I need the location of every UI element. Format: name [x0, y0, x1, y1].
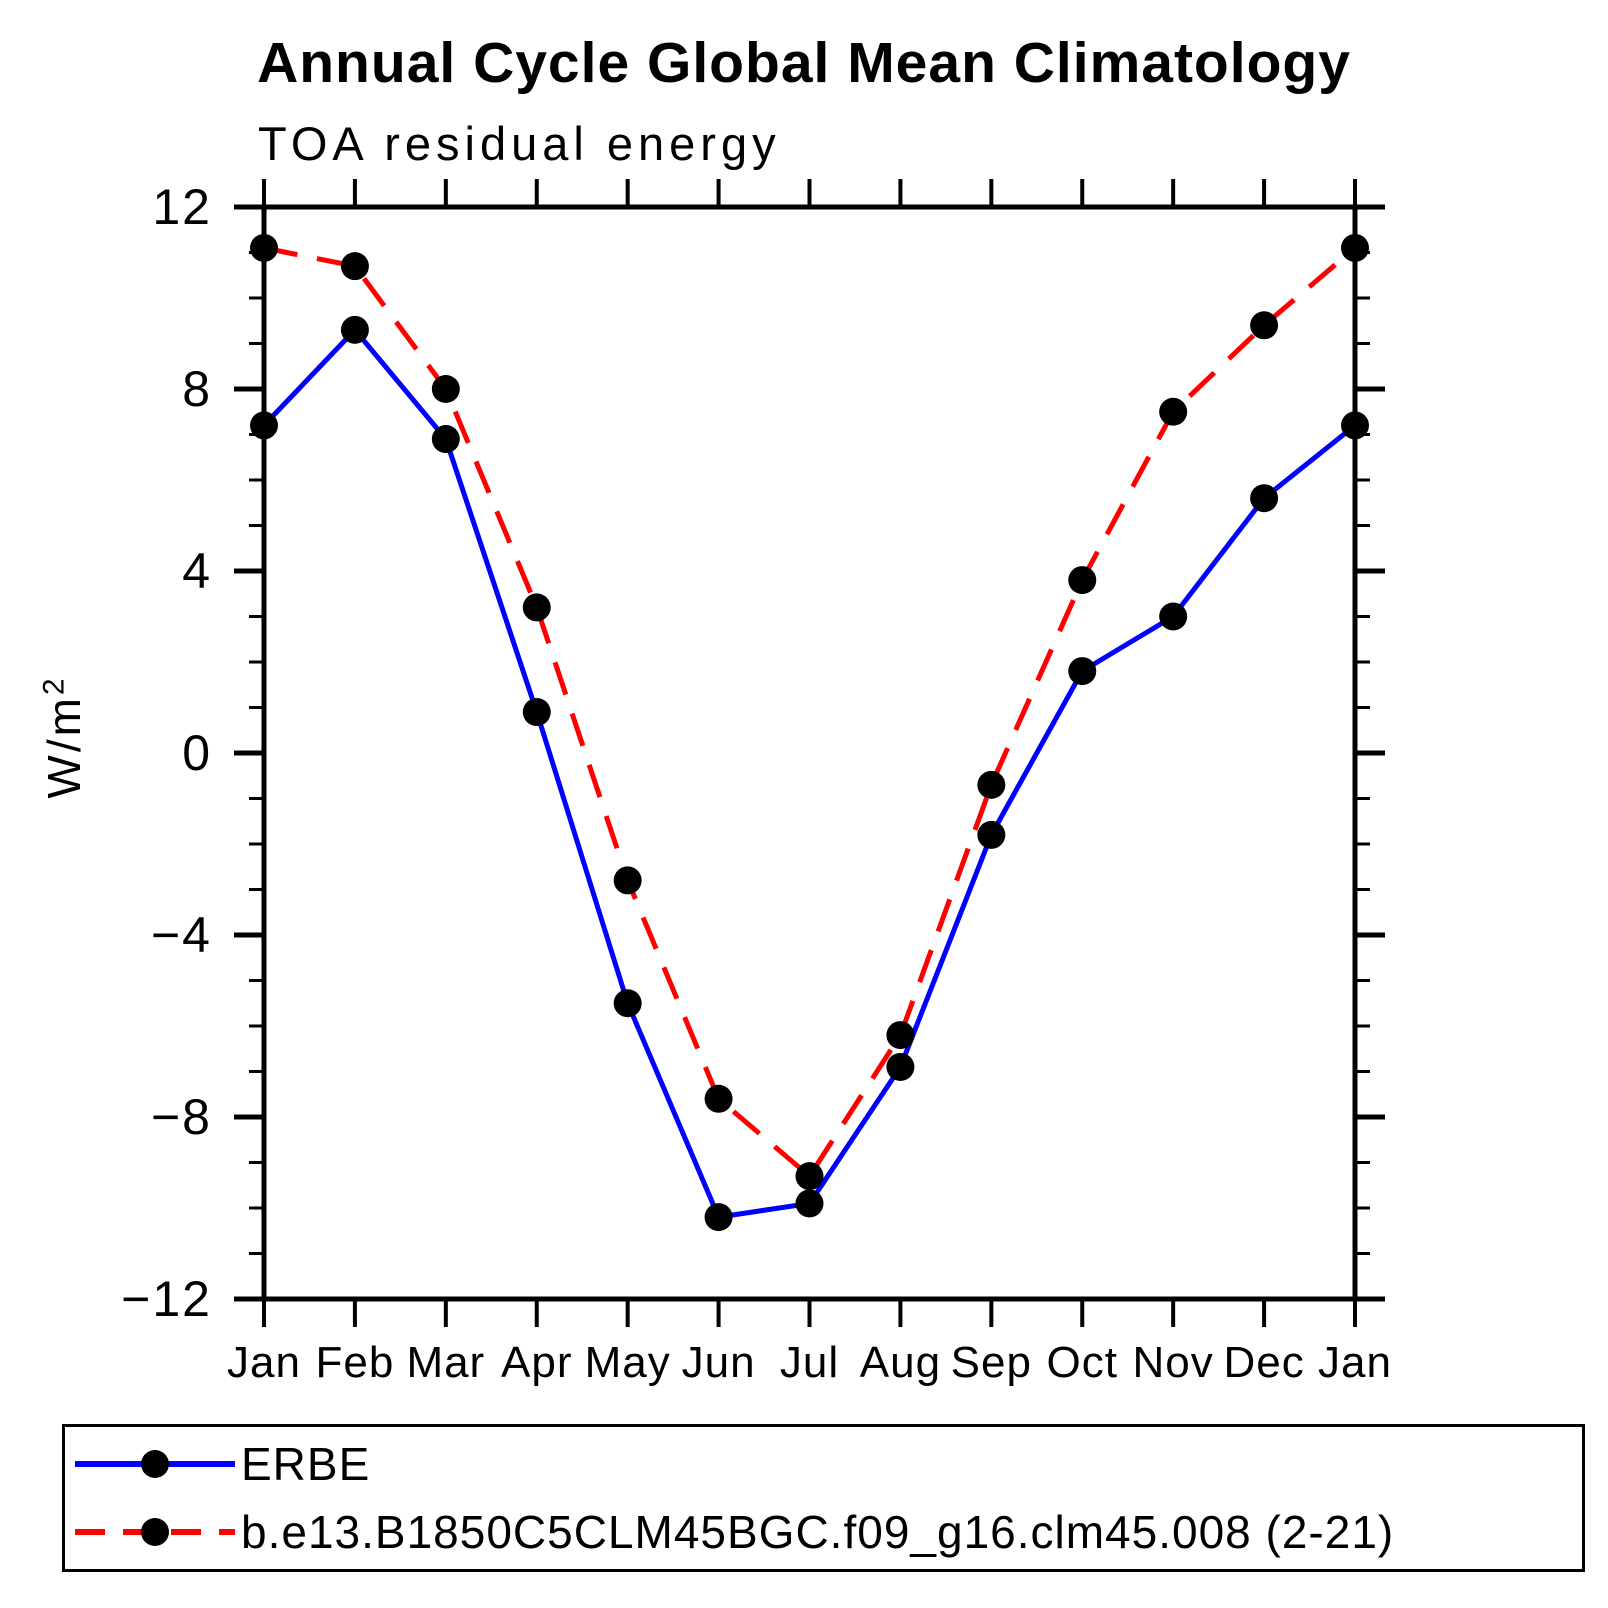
data-point: [886, 1052, 915, 1081]
model-marker-dot-icon: [141, 1517, 169, 1546]
data-point: [1341, 411, 1369, 440]
y-tick-label: 8: [182, 361, 212, 417]
data-point: [1068, 657, 1097, 686]
y-tick-label: 4: [182, 543, 212, 599]
x-tick-label: Apr: [501, 1338, 572, 1387]
series-line-model: [263, 245, 1357, 1179]
x-tick-label: Feb: [316, 1338, 395, 1387]
data-point: [1250, 484, 1279, 513]
legend-label-model: b.e13.B1850C5CLM45BGC.f09_g16.clm45.008 …: [241, 1505, 1395, 1558]
data-point: [704, 1084, 733, 1113]
data-point: [1159, 602, 1188, 631]
legend-row-model: b.e13.B1850C5CLM45BGC.f09_g16.clm45.008 …: [65, 1502, 1582, 1562]
legend-label-erbe: ERBE: [241, 1438, 371, 1491]
data-point: [977, 820, 1006, 849]
erbe-marker-dot-icon: [141, 1450, 169, 1479]
data-point: [340, 252, 369, 281]
data-point: [250, 233, 278, 262]
data-point: [795, 1189, 824, 1218]
data-point: [340, 315, 369, 344]
data-point: [431, 375, 460, 403]
data-point: [1068, 566, 1097, 595]
x-tick-label: Jun: [682, 1338, 756, 1387]
data-point: [704, 1203, 733, 1232]
x-tick-label: Aug: [860, 1338, 941, 1387]
x-tick-label: Sep: [951, 1338, 1032, 1387]
data-point: [431, 425, 460, 454]
data-point: [795, 1162, 824, 1191]
chart-title: Annual Cycle Global Mean Climatology: [257, 31, 1351, 95]
y-tick-label: −8: [151, 1089, 212, 1145]
x-tick-label: Jan: [227, 1338, 301, 1387]
x-tick-label: Jul: [780, 1338, 839, 1387]
data-point: [613, 866, 642, 895]
data-point: [522, 698, 551, 727]
erbe-line-sample: [75, 1450, 235, 1479]
series-line-erbe: [262, 327, 1357, 1220]
data-point: [1250, 311, 1279, 340]
x-tick-label: Dec: [1223, 1338, 1304, 1387]
y-tick-label: −4: [151, 907, 212, 963]
x-tick-label: Jan: [1318, 1338, 1392, 1387]
x-tick-label: Nov: [1133, 1338, 1214, 1387]
y-tick-label: 12: [152, 179, 212, 235]
data-point: [522, 593, 551, 622]
x-tick-label: May: [585, 1338, 671, 1387]
chart-subtitle: TOA residual energy: [258, 117, 781, 170]
legend-box: ERBE b.e13.B1850C5CLM45BGC.f09_g16.clm45…: [62, 1424, 1585, 1572]
data-point: [886, 1021, 915, 1050]
data-point: [250, 411, 278, 440]
x-tick-label: Oct: [1047, 1338, 1118, 1387]
data-point: [613, 989, 642, 1018]
x-tick-label: Mar: [406, 1338, 485, 1387]
y-tick-label: 0: [182, 725, 212, 781]
legend-row-erbe: ERBE: [65, 1434, 1582, 1494]
data-point: [977, 770, 1006, 799]
plot-frame: [261, 204, 1358, 1302]
model-line-sample: [75, 1517, 235, 1546]
data-point: [1341, 233, 1369, 262]
y-tick-label: −12: [121, 1271, 212, 1327]
data-point: [1159, 397, 1188, 426]
